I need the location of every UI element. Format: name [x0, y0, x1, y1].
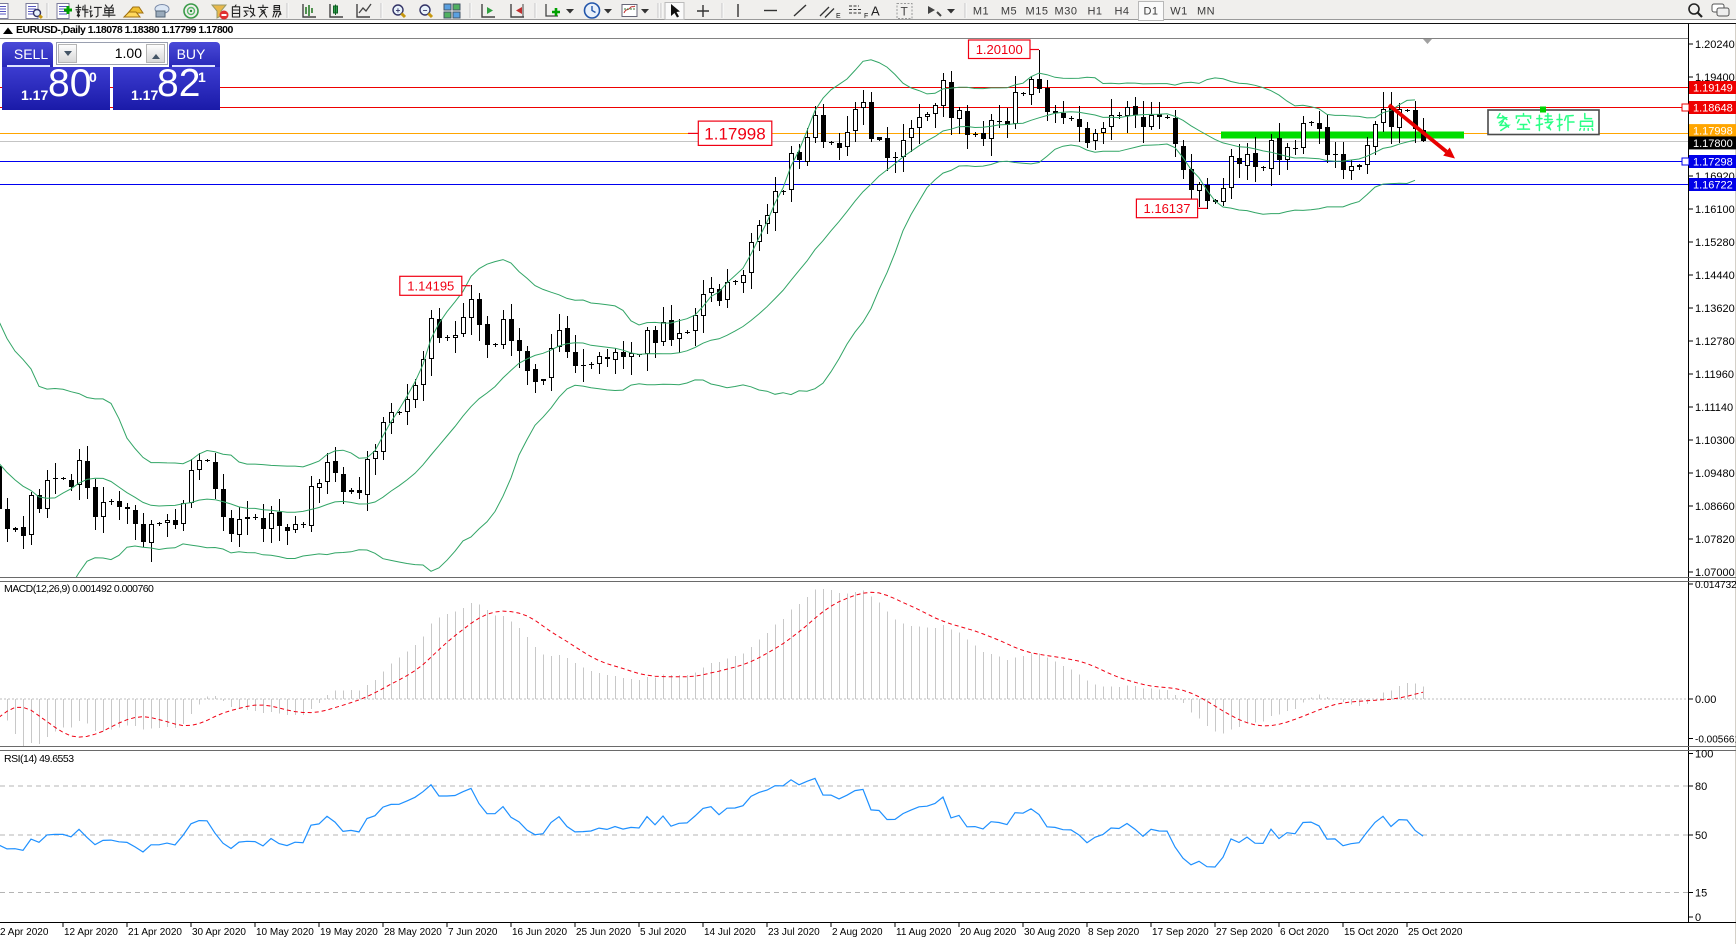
- svg-text:1.16722: 1.16722: [1693, 180, 1733, 192]
- svg-text:21 Apr 2020: 21 Apr 2020: [128, 927, 182, 938]
- svg-text:1.17298: 1.17298: [1693, 157, 1733, 169]
- svg-text:RSI(14) 49.6553: RSI(14) 49.6553: [4, 753, 74, 765]
- svg-text:30 Apr 2020: 30 Apr 2020: [192, 927, 246, 938]
- svg-text:W1: W1: [1170, 6, 1188, 18]
- svg-text:T: T: [901, 5, 909, 19]
- svg-text:1.17998: 1.17998: [704, 124, 765, 143]
- svg-text:17 Sep 2020: 17 Sep 2020: [1152, 927, 1209, 938]
- svg-text:1.16137: 1.16137: [1144, 201, 1191, 216]
- svg-text:0.00: 0.00: [1695, 694, 1716, 706]
- svg-text:EURUSD-,Daily 1.18078 1.18380: EURUSD-,Daily 1.18078 1.18380 1.17799 1.…: [16, 24, 233, 36]
- svg-text:15 Oct 2020: 15 Oct 2020: [1344, 927, 1399, 938]
- svg-text:0: 0: [1695, 912, 1701, 924]
- svg-text:1.17800: 1.17800: [1693, 138, 1733, 150]
- svg-text:1.15280: 1.15280: [1695, 237, 1735, 249]
- svg-text:F: F: [864, 13, 868, 20]
- svg-text:80: 80: [1695, 781, 1707, 793]
- svg-text:1.19149: 1.19149: [1693, 83, 1733, 95]
- svg-text:16 Jun 2020: 16 Jun 2020: [512, 927, 567, 938]
- svg-text:MN: MN: [1197, 6, 1215, 18]
- svg-text:2 Aug 2020: 2 Aug 2020: [832, 927, 883, 938]
- svg-text:M1: M1: [973, 6, 989, 18]
- svg-text:8 Sep 2020: 8 Sep 2020: [1088, 927, 1140, 938]
- svg-text:25 Jun 2020: 25 Jun 2020: [576, 927, 631, 938]
- svg-text:A: A: [871, 4, 880, 19]
- svg-text:M5: M5: [1001, 6, 1017, 18]
- svg-text:14 Jul 2020: 14 Jul 2020: [704, 927, 756, 938]
- svg-text:50: 50: [1695, 830, 1707, 842]
- svg-text:23 Jul 2020: 23 Jul 2020: [768, 927, 820, 938]
- svg-text:1.20240: 1.20240: [1695, 39, 1735, 51]
- svg-text:100: 100: [1695, 748, 1713, 760]
- svg-text:M30: M30: [1055, 6, 1078, 18]
- svg-text:15: 15: [1695, 887, 1707, 899]
- svg-text:H4: H4: [1114, 6, 1129, 18]
- svg-text:28 May 2020: 28 May 2020: [384, 927, 442, 938]
- svg-text:0.014732: 0.014732: [1695, 580, 1736, 591]
- svg-text:1.07000: 1.07000: [1695, 567, 1735, 579]
- svg-text:-0.005661: -0.005661: [1695, 735, 1736, 746]
- svg-text:−: −: [423, 6, 428, 15]
- svg-text:E: E: [836, 13, 841, 20]
- svg-text:1.08660: 1.08660: [1695, 501, 1735, 513]
- svg-text:D1: D1: [1143, 6, 1158, 18]
- svg-text:11 Aug 2020: 11 Aug 2020: [896, 927, 952, 938]
- svg-text:30 Aug 2020: 30 Aug 2020: [1024, 927, 1081, 938]
- svg-text:1.18648: 1.18648: [1693, 103, 1733, 115]
- svg-text:1.10300: 1.10300: [1695, 435, 1735, 447]
- svg-text:1.13620: 1.13620: [1695, 303, 1735, 315]
- svg-text:1.16100: 1.16100: [1695, 204, 1735, 216]
- svg-text:19 May 2020: 19 May 2020: [320, 927, 378, 938]
- svg-text:1.11960: 1.11960: [1695, 369, 1734, 381]
- svg-text:+: +: [396, 6, 401, 15]
- svg-text:MACD(12,26,9) 0.001492 0.00076: MACD(12,26,9) 0.001492 0.000760: [4, 583, 154, 595]
- svg-text:20 Aug 2020: 20 Aug 2020: [960, 927, 1017, 938]
- svg-text:H1: H1: [1087, 6, 1102, 18]
- svg-text:7 Jun 2020: 7 Jun 2020: [448, 927, 498, 938]
- svg-text:6 Oct 2020: 6 Oct 2020: [1280, 927, 1329, 938]
- svg-text:2 Apr 2020: 2 Apr 2020: [0, 927, 49, 938]
- svg-text:5 Jul 2020: 5 Jul 2020: [640, 927, 687, 938]
- svg-text:25 Oct 2020: 25 Oct 2020: [1408, 927, 1463, 938]
- svg-text:1.20100: 1.20100: [976, 42, 1023, 57]
- svg-text:1.14440: 1.14440: [1695, 270, 1735, 282]
- svg-text:1.12780: 1.12780: [1695, 336, 1735, 348]
- svg-text:1.11140: 1.11140: [1695, 402, 1733, 414]
- svg-text:M15: M15: [1026, 6, 1049, 18]
- svg-text:10 May 2020: 10 May 2020: [256, 927, 314, 938]
- svg-text:1.09480: 1.09480: [1695, 468, 1735, 480]
- svg-text:1.07820: 1.07820: [1695, 534, 1735, 546]
- svg-text:1.14195: 1.14195: [407, 279, 454, 294]
- svg-text:1.17998: 1.17998: [1693, 126, 1733, 138]
- svg-text:12 Apr 2020: 12 Apr 2020: [64, 927, 118, 938]
- svg-text:27 Sep 2020: 27 Sep 2020: [1216, 927, 1273, 938]
